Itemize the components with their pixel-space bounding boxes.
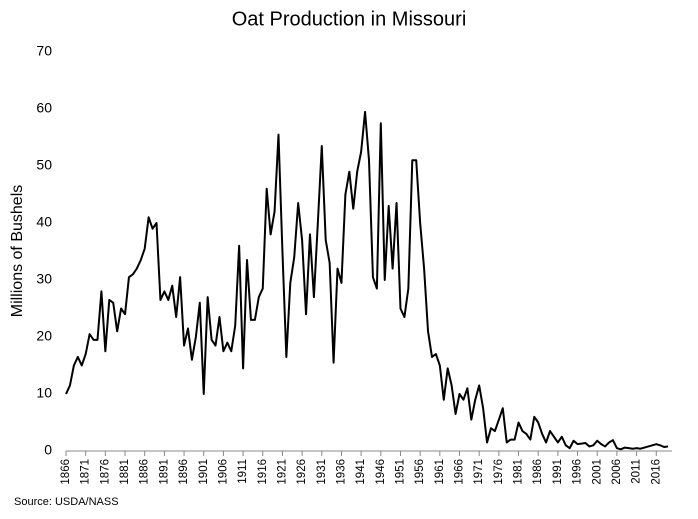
x-tick-label: 1991	[552, 459, 564, 485]
x-tick-label: 1891	[158, 459, 170, 485]
chart-title: Oat Production in Missouri	[232, 8, 467, 30]
x-tick-label: 2006	[611, 459, 623, 485]
x-tick-label: 1876	[99, 459, 111, 485]
y-tick-label: 30	[36, 271, 52, 287]
x-tick-label: 1966	[454, 459, 466, 485]
y-tick-label: 10	[36, 385, 52, 401]
x-tick-label: 1911	[237, 459, 249, 484]
x-tick-label: 2016	[650, 459, 662, 485]
x-tick-label: 1971	[473, 459, 485, 485]
x-tick-label: 1926	[296, 459, 308, 485]
x-tick-label: 1871	[80, 459, 92, 485]
y-axis-label: Millions of Bushels	[9, 185, 26, 318]
x-tick-label: 1961	[434, 459, 446, 485]
x-tick-label: 1886	[139, 459, 151, 485]
x-tick-label: 1956	[414, 459, 426, 485]
y-tick-label: 0	[44, 442, 52, 458]
x-tick-label: 1946	[375, 459, 387, 485]
x-tick-label: 1996	[572, 459, 584, 485]
x-tick-label: 1951	[395, 459, 407, 485]
x-tick-label: 1981	[513, 459, 525, 485]
y-tick-label: 20	[36, 328, 52, 344]
y-tick-label: 40	[36, 214, 52, 230]
x-tick-label: 1881	[119, 459, 131, 485]
x-tick-label: 1896	[178, 459, 190, 485]
y-tick-label: 50	[36, 157, 52, 173]
x-tick-label: 2001	[591, 459, 603, 485]
x-tick-label: 1921	[276, 459, 288, 485]
x-tick-label: 1931	[316, 459, 328, 485]
x-tick-label: 1866	[60, 459, 72, 485]
x-tick-label: 2011	[631, 459, 643, 484]
y-tick-label: 60	[36, 100, 52, 116]
x-tick-label: 1976	[493, 459, 505, 485]
x-tick-label: 1906	[217, 459, 229, 485]
x-tick-label: 1936	[335, 459, 347, 485]
x-tick-label: 1986	[532, 459, 544, 485]
x-tick-label: 1916	[257, 459, 269, 485]
x-tick-label: 1941	[355, 459, 367, 485]
data-line	[65, 110, 669, 451]
x-tick-label: 1901	[198, 459, 210, 485]
source-note: Source: USDA/NASS	[14, 496, 119, 508]
y-tick-label: 70	[36, 43, 52, 59]
